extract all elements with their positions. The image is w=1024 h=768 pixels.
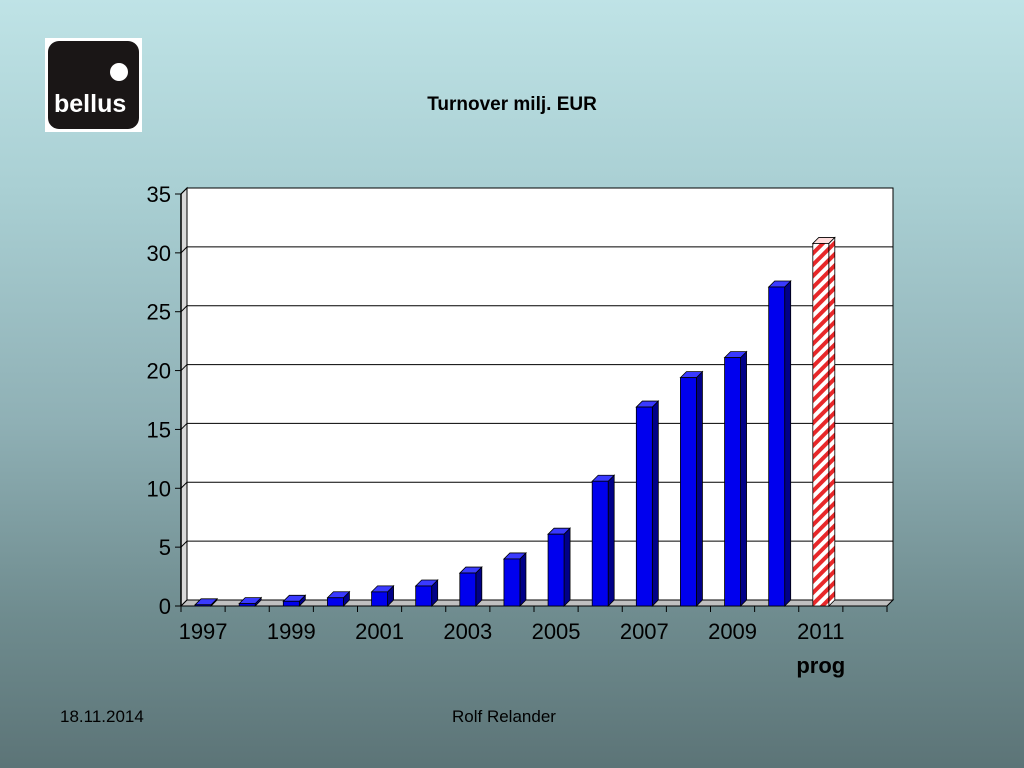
bellus-logo: bellus — [45, 38, 142, 132]
bar-2011 — [812, 243, 830, 607]
bar-chart: 0 5 10 15 20 25 30 35 1997 1999 2001 2003 2005 2007 20… — [147, 182, 895, 678]
bar-1998 — [238, 603, 256, 607]
y-tick-label: 25 — [147, 300, 171, 325]
bar-2003 — [459, 572, 477, 607]
gridline-side — [180, 246, 188, 254]
bar-side-2007 — [651, 400, 659, 607]
plot-side-wall — [180, 186, 188, 608]
x-tick-label: 2003 — [443, 619, 492, 644]
bar-1997 — [194, 604, 212, 607]
x-tick-sublabel: prog — [796, 653, 845, 678]
bar-2001 — [371, 591, 388, 607]
y-tick-label: 35 — [147, 182, 171, 207]
bar-2005 — [547, 533, 565, 607]
footer-author: Rolf Relander — [452, 707, 556, 726]
bar-side-2010 — [784, 280, 792, 607]
logo-dot-icon — [110, 63, 128, 81]
bar-side-2011 — [828, 236, 836, 607]
gridline-side — [180, 187, 188, 195]
bar-side-2009 — [740, 350, 747, 607]
x-tick-label: 2011 — [797, 619, 844, 644]
bar-2009 — [724, 357, 741, 607]
x-tick-label: 2009 — [708, 619, 757, 644]
chart-title: Turnover milj. EUR — [427, 94, 597, 115]
logo-badge: bellus — [48, 41, 139, 129]
gridline-side — [180, 540, 188, 548]
bar-2004 — [503, 558, 521, 607]
gridline-side — [180, 481, 188, 489]
x-tick-label: 2007 — [620, 619, 669, 644]
logo-text: bellus — [54, 90, 127, 118]
bar-side-2004 — [519, 551, 527, 607]
bar-side-2006 — [607, 474, 615, 607]
bar-2000 — [327, 597, 344, 607]
bar-side-2003 — [475, 566, 483, 607]
y-tick-label: 30 — [147, 241, 171, 266]
bar-2007 — [635, 406, 653, 607]
y-tick-label: 5 — [159, 535, 171, 560]
bar-side-2008 — [696, 370, 703, 607]
footer-date: 18.11.2014 — [60, 707, 144, 726]
gridline-side — [180, 364, 188, 371]
gridline-side — [180, 305, 188, 313]
bar-side-2005 — [563, 527, 571, 607]
y-tick-label: 15 — [147, 417, 171, 442]
bar-2008 — [680, 377, 697, 607]
y-tick-label: 10 — [147, 476, 171, 501]
bar-2006 — [591, 480, 609, 607]
bar-1999 — [282, 600, 300, 607]
x-tick-label: 1997 — [179, 619, 228, 644]
plot-area: 0 5 10 15 20 25 30 35 1997 1999 2001 2003 2005 2007 20… — [147, 182, 895, 678]
x-tick-label: 2001 — [355, 619, 404, 644]
y-tick-label: 20 — [147, 359, 171, 384]
x-tick-label: 2005 — [532, 619, 581, 644]
x-tick-label: 1999 — [267, 619, 316, 644]
y-tick-label: 0 — [159, 594, 171, 619]
gridline-side — [180, 423, 188, 430]
bar-2002 — [415, 585, 433, 607]
bar-2010 — [768, 286, 786, 607]
